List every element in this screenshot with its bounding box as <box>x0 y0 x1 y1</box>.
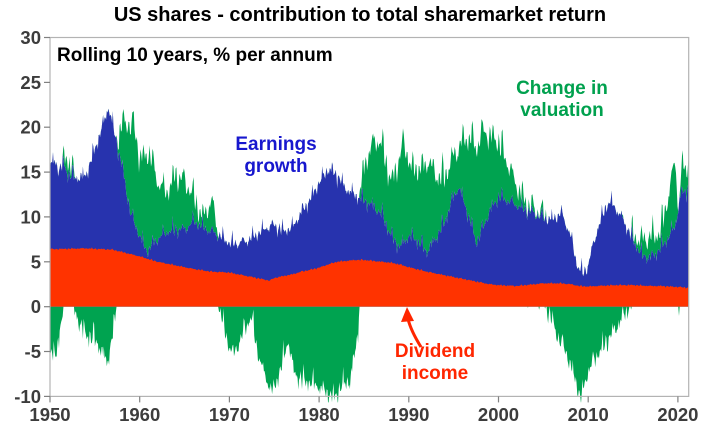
x-tick-label: 1980 <box>299 404 340 425</box>
y-tick-label: 20 <box>20 117 41 138</box>
dividend-arrow <box>401 307 423 348</box>
valuation-positive-area <box>50 108 689 277</box>
earnings-area <box>50 108 689 307</box>
change-in-valuation-label: Change in valuation <box>516 78 608 122</box>
y-tick-label: 0 <box>31 296 41 317</box>
dividend-area <box>50 247 689 307</box>
y-tick-label: -10 <box>14 386 41 407</box>
dividend-income-label: Dividend income <box>394 341 476 385</box>
x-tick-label: 2010 <box>568 404 609 425</box>
x-tick-label: 2000 <box>478 404 519 425</box>
x-tick-label: 1950 <box>29 404 70 425</box>
valuation-negative-area <box>50 306 689 403</box>
y-tick-label: 5 <box>31 251 41 272</box>
y-tick-label: 25 <box>20 72 41 93</box>
x-tick-label: 1970 <box>209 404 250 425</box>
chart-title: US shares - contribution to total sharem… <box>113 4 607 26</box>
x-tick-label: 1960 <box>119 404 160 425</box>
y-tick-label: 15 <box>20 162 41 183</box>
earnings-growth-label: Earnings growth <box>235 134 317 178</box>
chart-subtitle: Rolling 10 years, % per annum <box>57 45 333 66</box>
x-tick-label: 2020 <box>657 404 698 425</box>
y-tick-label: -5 <box>25 341 41 362</box>
x-tick-label: 1990 <box>388 404 429 425</box>
y-tick-label: 30 <box>20 27 41 48</box>
y-tick-label: 10 <box>20 206 41 227</box>
